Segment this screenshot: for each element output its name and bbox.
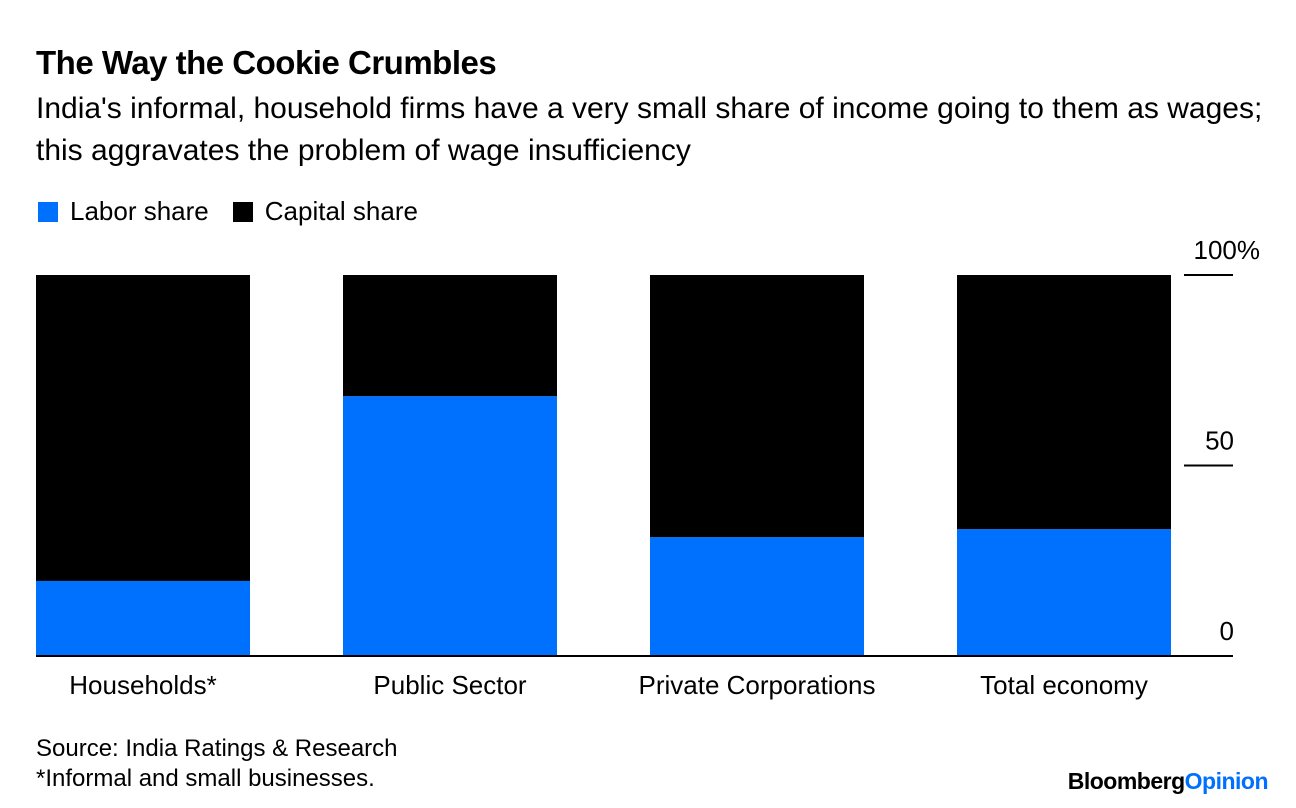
- x-tick-label: Total economy: [980, 670, 1148, 700]
- source-text: Source: India Ratings & Research: [36, 735, 398, 762]
- brand-logo: BloombergOpinion: [1067, 768, 1269, 795]
- bar-labor-0: [36, 580, 250, 656]
- bar-labor-3: [957, 529, 1171, 656]
- x-tick-label: Public Sector: [373, 670, 527, 700]
- source-block: Source: India Ratings & Research *Inform…: [36, 734, 398, 794]
- x-tick-label: Households*: [69, 670, 216, 700]
- legend: Labor share Capital share: [38, 196, 442, 227]
- bar-capital-3: [957, 275, 1171, 530]
- legend-label-capital: Capital share: [264, 196, 418, 226]
- legend-label-labor: Labor share: [70, 196, 209, 226]
- legend-item-labor: Labor share: [38, 196, 209, 227]
- bar-capital-2: [650, 275, 864, 538]
- bar-labor-2: [650, 537, 864, 656]
- bar-capital-1: [343, 275, 557, 397]
- brand-accent: Opinion: [1184, 768, 1269, 794]
- y-tick-label: 0: [1220, 616, 1234, 646]
- footnote-text: *Informal and small businesses.: [36, 765, 375, 792]
- y-tick-label: 100%: [1194, 235, 1261, 265]
- legend-item-capital: Capital share: [232, 196, 418, 227]
- brand-main: Bloomberg: [1067, 768, 1185, 794]
- legend-swatch-labor: [38, 201, 58, 222]
- bar-capital-0: [36, 275, 250, 581]
- legend-swatch-capital: [232, 201, 253, 222]
- y-tick-label: 50: [1205, 426, 1234, 456]
- x-tick-label: Private Corporations: [639, 670, 876, 700]
- bar-labor-1: [343, 396, 557, 656]
- chart-title: The Way the Cookie Crumbles: [36, 44, 497, 81]
- chart-subtitle: India's informal, household firms have a…: [36, 92, 1263, 167]
